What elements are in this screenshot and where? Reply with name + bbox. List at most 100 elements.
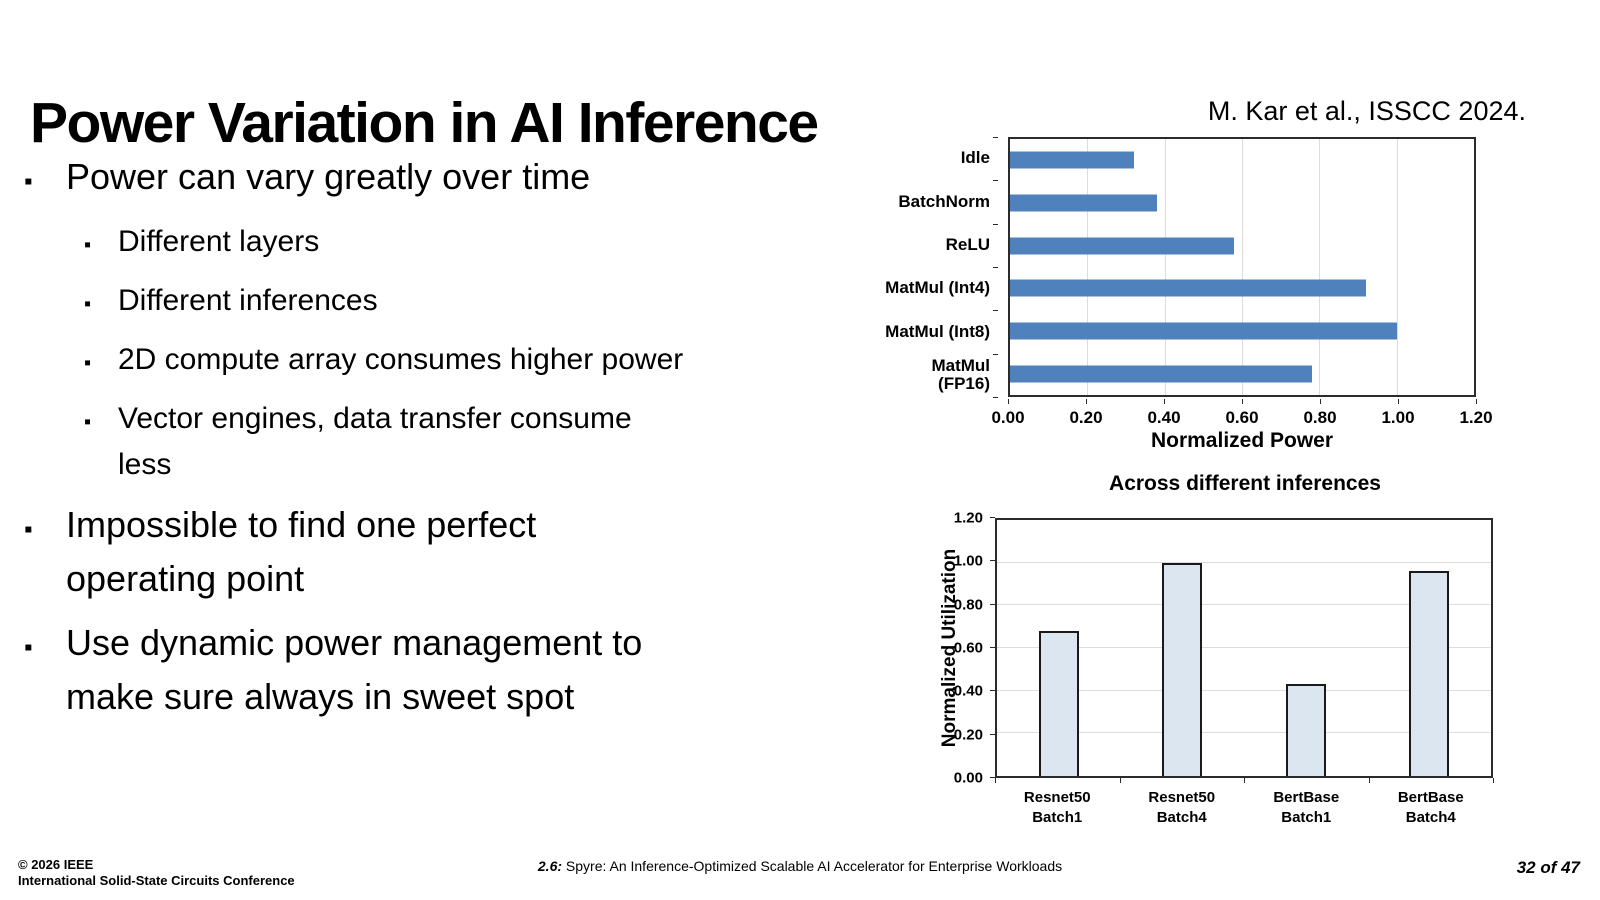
copyright-text: © 2026 IEEE International Solid-State Ci… [18,857,295,890]
copyright-line2: International Solid-State Circuits Confe… [18,872,295,888]
bar-batchnorm [1010,194,1157,212]
page-number: 32 of 47 [1516,858,1580,877]
y-tick-label: 0.20 [953,726,983,744]
bullet-item: ▪ Different inferences [84,278,874,327]
x-tick-label: 0.60 [1225,408,1259,427]
bullet-text: 2D compute array consumes higher power [118,343,684,376]
gridline [997,604,1491,606]
y-tick-label: 0.00 [953,769,983,787]
y-tick-mark [990,517,995,518]
x-tick-mark [1242,399,1243,404]
y-tick-mark [993,310,998,312]
utilization-chart-x-axis-ticks [995,778,1494,784]
session-name: Spyre: An Inference-Optimized Scalable A… [562,858,1063,874]
category-label: BatchNorm [898,191,990,211]
bullet-item: ▪ Impossible to find one perfect operatin… [24,498,874,606]
x-tick-mark [1493,778,1494,783]
utilization-chart-title: Across different inferences [1109,472,1381,495]
power-chart-plot-area [1008,137,1476,397]
slide-title: Power Variation in AI Inference [30,91,819,156]
bullet-item: ▪ 2D compute array consumes higher power [84,337,874,386]
session-title: 2.6: Spyre: An Inference-Optimized Scala… [200,858,1400,874]
y-tick-mark [993,267,998,268]
bullet-item: ▪ Vector engines, data transfer consume l… [84,396,874,488]
x-tick-mark [1085,399,1087,404]
x-tick-mark [1368,778,1370,783]
category-label: Resnet50 Batch4 [1148,789,1216,827]
bullet-square-icon: ▪ [84,293,92,315]
category-label: MatMul (FP16) [931,355,990,394]
gridline [1087,139,1089,395]
y-tick-mark [990,690,995,692]
bullet-square-icon: ▪ [84,234,92,256]
bar-relu [1010,237,1235,255]
bullet-square-icon: ▪ [84,411,92,433]
gridline [997,561,1491,563]
category-label: Resnet50 Batch1 [1023,789,1091,827]
bar-resnet50-batch1 [1038,630,1079,776]
x-tick-label: 0.00 [991,408,1025,427]
bullet-square-icon: ▪ [24,634,33,661]
category-label: BertBase Batch1 [1273,789,1340,827]
bar-bertbase-batch4 [1409,571,1450,776]
category-label: Idle [960,148,990,168]
y-tick-mark [993,223,998,225]
category-label: BertBase Batch4 [1397,789,1464,827]
gridline [1242,139,1243,395]
bullet-list: ▪ Power can vary greatly over time ▪ Differ… [24,150,874,734]
gridline [997,732,1491,734]
gridline [1319,139,1321,395]
x-tick-mark [1398,399,1399,404]
x-tick-label: 0.80 [1303,408,1337,427]
category-label: MatMul (Int8) [885,321,990,341]
bullet-text: Different inferences [118,284,378,317]
y-tick-mark [993,353,998,355]
bullet-text: Different layers [118,225,320,258]
power-chart-x-axis-label: Normalized Power [1150,429,1334,452]
y-tick-label: 1.00 [953,552,983,570]
x-tick-mark [1163,399,1165,404]
y-tick-label: 1.20 [953,509,983,527]
x-tick-mark [1008,399,1009,404]
bullet-text: Power can vary greatly over time [66,156,591,197]
bullet-text: Impossible to find one perfect operating… [66,504,537,599]
y-tick-mark [993,180,998,182]
bullet-item: ▪ Different layers [84,219,874,268]
utilization-chart: Across different inferences Normalized U… [860,470,1570,870]
y-tick-mark [990,733,995,735]
x-tick-mark [995,778,996,783]
bar-resnet50-batch4 [1162,562,1203,776]
gridline [1396,139,1398,395]
bullet-item: ▪ Power can vary greatly over time [24,150,874,209]
bullet-square-icon: ▪ [84,352,92,374]
bullet-text: Vector engines, data transfer consume le… [118,402,632,481]
y-tick-mark [993,137,998,138]
y-tick-mark [990,777,995,778]
copyright-line1: © 2026 IEEE [18,856,94,872]
session-number: 2.6: [537,858,563,874]
x-tick-mark [1319,399,1321,404]
x-tick-label: 0.40 [1147,408,1181,427]
gridline [1164,139,1166,395]
utilization-chart-plot-area [995,518,1493,778]
bullet-square-icon: ▪ [24,516,33,543]
y-tick-label: 0.80 [953,596,983,614]
gridline [997,647,1491,648]
x-tick-mark [1244,778,1245,783]
utilization-chart-x-axis: Resnet50 Batch1 Resnet50 Batch4 BertBase B… [995,788,1493,838]
category-label: MatMul (Int4) [885,278,990,298]
x-tick-mark [1476,399,1477,404]
power-chart-x-axis: 0.00 0.20 0.40 0.60 0.80 1.00 1.20 [991,399,1493,433]
bar-matmul-(fp16) [1010,365,1312,383]
bullet-square-icon: ▪ [24,168,33,195]
category-label: ReLU [945,234,990,254]
x-tick-label: 1.20 [1459,408,1493,427]
y-tick-mark [990,560,995,562]
bar-idle [1010,151,1134,169]
normalized-power-chart: Idle BatchNorm ReLU MatMul (Int4) MatMul (In… [860,137,1550,467]
bar-matmul-(int4) [1010,279,1366,297]
power-chart-category-axis: Idle BatchNorm ReLU MatMul (Int4) MatMul (In… [860,137,998,398]
bar-bertbase-batch1 [1285,684,1326,776]
y-tick-label: 0.60 [953,639,983,657]
